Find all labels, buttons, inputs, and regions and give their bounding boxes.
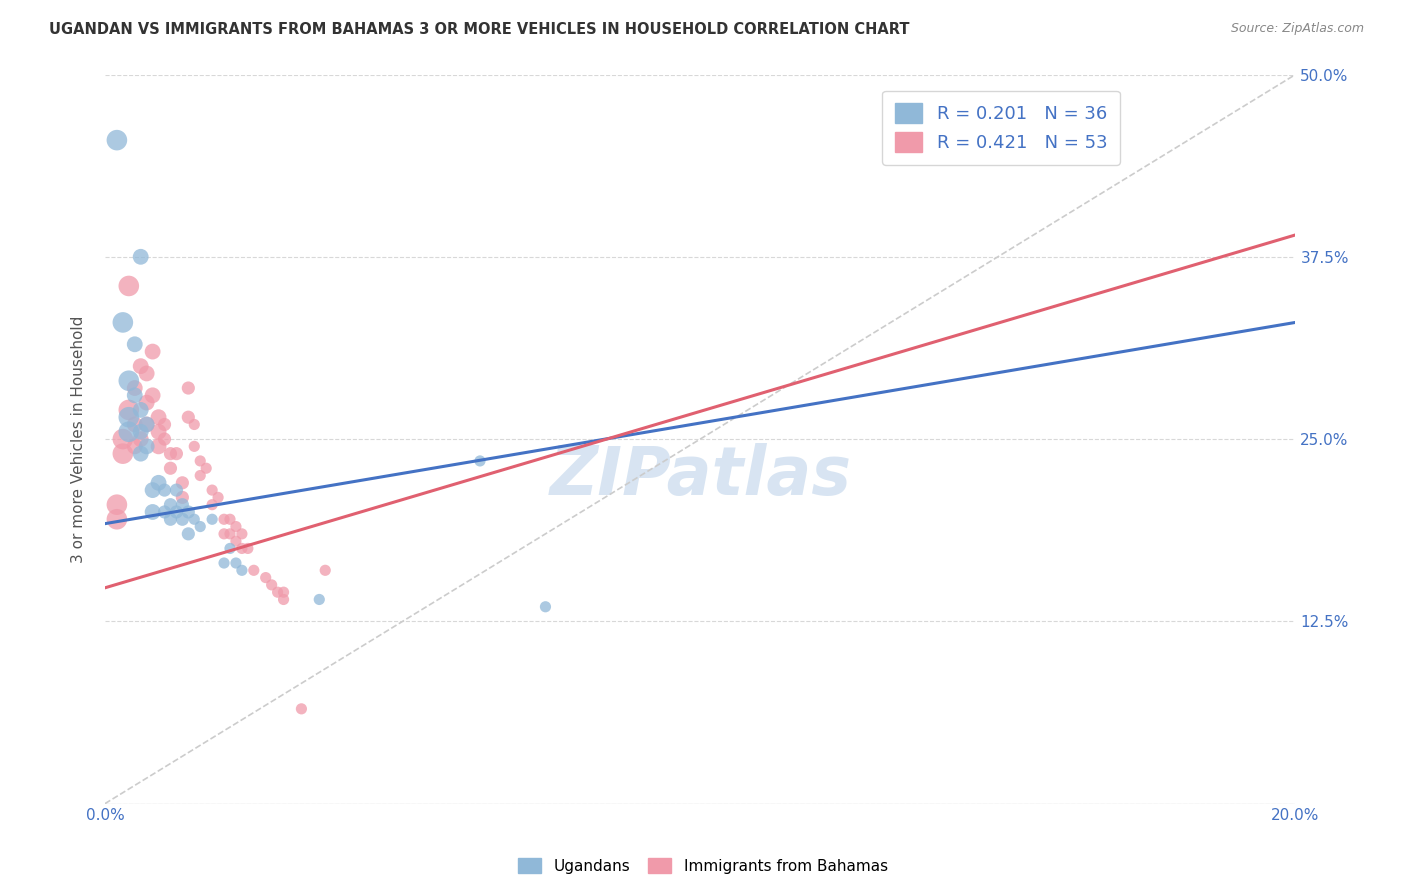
Point [225,534,247,549]
Point [172,475,194,490]
Point [314,563,336,577]
Point [201,498,224,512]
Text: Source: ZipAtlas.com: Source: ZipAtlas.com [1230,22,1364,36]
Point [111,447,134,461]
Point [129,250,152,264]
Point [148,410,170,425]
Point [135,395,157,409]
Point [129,447,152,461]
Point [231,526,253,541]
Point [183,512,205,526]
Point [266,585,288,599]
Point [308,592,330,607]
Point [172,512,194,526]
Point [172,498,194,512]
Point [201,512,224,526]
Point [148,439,170,453]
Point [212,556,235,570]
Point [135,417,157,432]
Point [219,512,242,526]
Point [183,439,205,453]
Point [225,556,247,570]
Point [124,417,146,432]
Point [124,439,146,453]
Point [183,417,205,432]
Point [153,505,176,519]
Point [219,526,242,541]
Point [148,475,170,490]
Point [129,359,152,373]
Point [219,541,242,556]
Point [111,315,134,329]
Point [188,454,211,468]
Point [195,461,218,475]
Point [188,468,211,483]
Point [105,133,128,147]
Point [135,439,157,453]
Point [165,505,187,519]
Point [254,571,277,585]
Point [290,702,312,716]
Point [201,483,224,497]
Point [135,417,157,432]
Text: UGANDAN VS IMMIGRANTS FROM BAHAMAS 3 OR MORE VEHICLES IN HOUSEHOLD CORRELATION C: UGANDAN VS IMMIGRANTS FROM BAHAMAS 3 OR … [49,22,910,37]
Legend: Ugandans, Immigrants from Bahamas: Ugandans, Immigrants from Bahamas [512,852,894,880]
Point [188,519,211,533]
Point [142,483,165,497]
Point [207,491,229,505]
Point [118,410,141,425]
Point [159,498,181,512]
Point [165,483,187,497]
Point [260,578,283,592]
Point [142,344,165,359]
Point [172,491,194,505]
Point [177,410,200,425]
Point [148,425,170,439]
Point [159,512,181,526]
Point [177,526,200,541]
Point [118,425,141,439]
Point [236,541,259,556]
Point [129,432,152,446]
Point [129,403,152,417]
Point [159,447,181,461]
Point [534,599,557,614]
Point [124,381,146,395]
Point [177,505,200,519]
Point [212,512,235,526]
Legend: R = 0.201   N = 36, R = 0.421   N = 53: R = 0.201 N = 36, R = 0.421 N = 53 [883,91,1119,165]
Point [468,454,491,468]
Point [177,381,200,395]
Point [212,526,235,541]
Point [142,505,165,519]
Point [273,585,295,599]
Point [243,563,266,577]
Point [118,279,141,293]
Point [153,432,176,446]
Point [159,461,181,475]
Y-axis label: 3 or more Vehicles in Household: 3 or more Vehicles in Household [72,316,86,563]
Point [124,337,146,351]
Point [142,388,165,402]
Point [118,403,141,417]
Point [135,367,157,381]
Point [231,563,253,577]
Point [153,483,176,497]
Point [105,512,128,526]
Point [273,592,295,607]
Text: ZIPatlas: ZIPatlas [550,442,851,508]
Point [231,541,253,556]
Point [105,498,128,512]
Point [225,519,247,533]
Point [165,447,187,461]
Point [124,388,146,402]
Point [129,425,152,439]
Point [111,432,134,446]
Point [118,374,141,388]
Point [153,417,176,432]
